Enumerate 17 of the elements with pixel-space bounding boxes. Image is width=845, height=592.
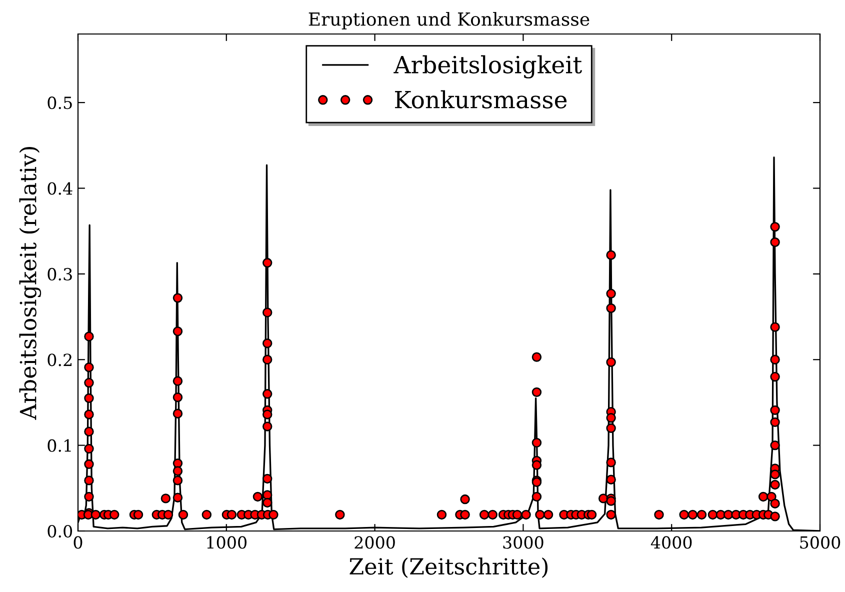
legend-label: Konkursmasse: [395, 90, 567, 109]
x-tick-label: 2000: [354, 536, 395, 549]
x-tick-label: 5000: [800, 536, 840, 549]
y-tick-label: 0.1: [48, 439, 71, 452]
x-tick-label: 4000: [650, 536, 692, 549]
y-tick-label: 0.5: [48, 96, 72, 110]
x-tick-label: 1000: [207, 536, 246, 549]
x-tick-label: 0: [74, 536, 82, 549]
chart-title: Eruptionen und Konkursmasse: [308, 12, 590, 30]
y-tick-label: 0.4: [48, 182, 72, 195]
legend-label: Arbeitslosigkeit: [394, 55, 582, 78]
y-tick-label: 0.2: [48, 354, 72, 366]
x-axis-title: Zeit (Zeitschritte): [350, 558, 548, 578]
y-tick-label: 0.0: [48, 524, 72, 538]
x-tick-label: 3000: [503, 536, 544, 549]
y-axis-title: Arbeitslosigkeit (relativ): [19, 147, 42, 420]
y-tick-label: 0.3: [48, 268, 72, 280]
